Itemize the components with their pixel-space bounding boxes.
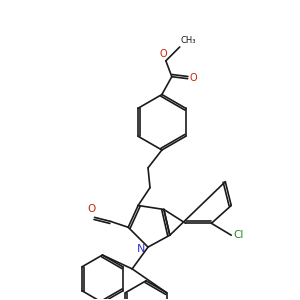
Text: CH₃: CH₃ xyxy=(181,36,196,45)
Text: O: O xyxy=(159,49,167,59)
Text: O: O xyxy=(190,73,197,83)
Text: O: O xyxy=(87,204,96,214)
Text: N: N xyxy=(137,244,145,254)
Text: Cl: Cl xyxy=(233,230,244,240)
